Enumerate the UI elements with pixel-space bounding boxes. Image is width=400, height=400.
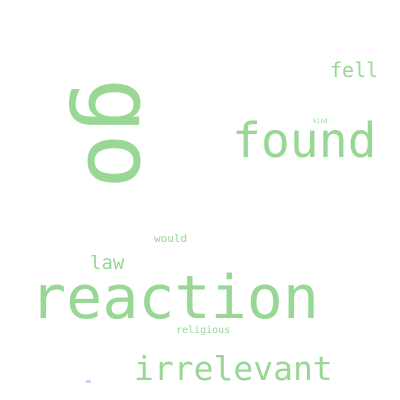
word-law: law: [90, 252, 125, 274]
word-irrelevant: irrelevant: [134, 349, 333, 388]
word-go: go: [67, 78, 174, 189]
word-religious: religious: [176, 325, 231, 336]
word-would: would: [154, 232, 188, 245]
word-kind: kind: [313, 118, 328, 125]
word-found: found: [232, 113, 377, 169]
word-tiny: nb: [86, 379, 91, 384]
word-fell: fell: [330, 58, 379, 82]
word-reaction: reaction: [30, 263, 319, 333]
